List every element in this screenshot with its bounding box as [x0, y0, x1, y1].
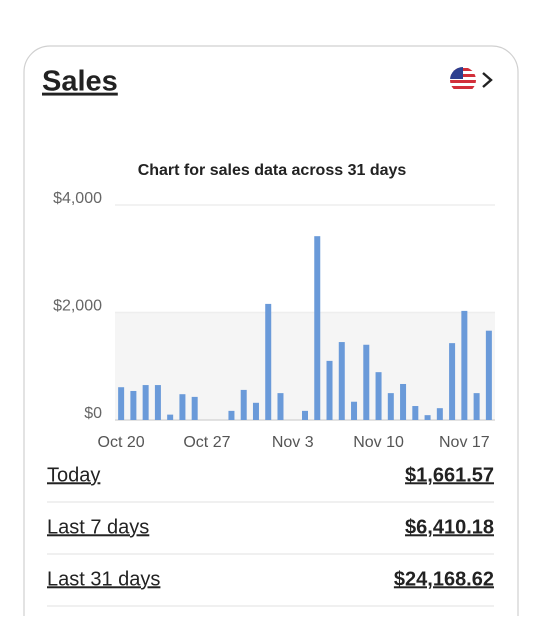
bar	[449, 343, 456, 420]
y-tick-label: $2,000	[53, 298, 102, 315]
summary-value[interactable]: $6,410.18	[405, 516, 494, 538]
card-title[interactable]: Sales	[42, 66, 118, 98]
bar	[154, 385, 161, 420]
bar	[314, 236, 321, 420]
bar	[252, 402, 259, 420]
bar	[338, 342, 345, 420]
y-tick-label: $4,000	[53, 190, 102, 207]
bar	[326, 360, 333, 420]
summary-label[interactable]: Last 31 days	[47, 568, 160, 590]
plot-band	[115, 312, 495, 420]
bar	[400, 383, 407, 420]
x-tick-label: Nov 17	[439, 434, 490, 451]
bar	[473, 393, 480, 420]
bar	[179, 394, 186, 420]
bar	[191, 396, 198, 420]
bar	[240, 389, 247, 420]
bar	[436, 408, 443, 420]
region-selector[interactable]	[450, 67, 493, 93]
chart-title: Chart for sales data across 31 days	[138, 162, 407, 179]
bar	[424, 415, 431, 420]
bar	[228, 410, 235, 420]
x-tick-label: Oct 20	[98, 434, 145, 451]
bar	[277, 393, 284, 420]
bar	[130, 390, 137, 420]
bar	[363, 344, 370, 420]
y-tick-label: $0	[84, 405, 102, 422]
bar	[461, 310, 468, 420]
x-tick-label: Oct 27	[183, 434, 230, 451]
summary-label[interactable]: Last 7 days	[47, 516, 149, 538]
bar	[375, 372, 382, 420]
bar	[142, 385, 149, 420]
summary-label[interactable]: Today	[47, 464, 100, 486]
bar	[387, 393, 394, 420]
bar	[485, 330, 492, 420]
x-tick-label: Nov 10	[353, 434, 404, 451]
bar	[265, 303, 272, 420]
bar	[118, 387, 125, 420]
bar	[167, 414, 174, 420]
x-tick-label: Nov 3	[272, 434, 314, 451]
bar	[302, 410, 308, 420]
summary-value[interactable]: $1,661.57	[405, 464, 494, 486]
bar	[412, 406, 419, 420]
summary-value[interactable]: $24,168.62	[394, 568, 494, 590]
bar	[351, 401, 358, 420]
